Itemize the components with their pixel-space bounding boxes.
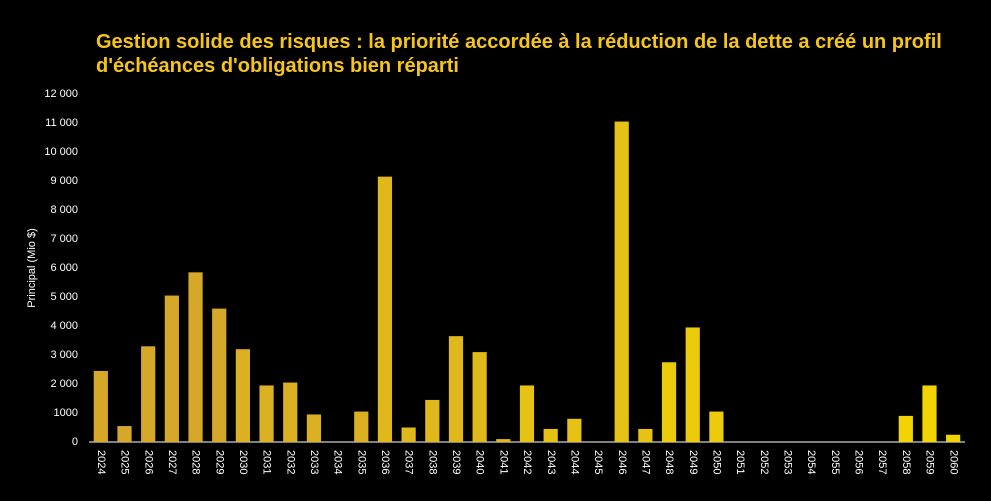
y-tick-label: 6 000 — [50, 262, 78, 274]
x-tick-label: 2027 — [166, 450, 178, 474]
x-tick-label: 2034 — [332, 450, 344, 474]
y-tick-label: 2 000 — [50, 378, 78, 390]
bar — [922, 385, 937, 442]
bar — [354, 411, 369, 442]
x-tick-label: 2042 — [521, 450, 533, 474]
bar — [141, 346, 156, 442]
x-tick-label: 2033 — [308, 450, 320, 474]
y-axis-label: Principal (Mio $) — [26, 228, 38, 307]
x-tick-label: 2052 — [758, 450, 770, 474]
y-tick-label: 10 000 — [44, 146, 78, 158]
x-tick-label: 2055 — [829, 450, 841, 474]
x-tick-label: 2030 — [237, 450, 249, 474]
x-tick-label: 2045 — [592, 450, 604, 474]
x-tick-label: 2049 — [687, 450, 699, 474]
x-tick-label: 2028 — [190, 450, 202, 474]
x-tick-label: 2046 — [616, 450, 628, 474]
bar — [425, 399, 440, 442]
x-tick-label: 2050 — [710, 450, 722, 474]
x-tick-label: 2054 — [805, 450, 817, 474]
bar — [567, 418, 582, 442]
y-tick-label: 8 000 — [50, 204, 78, 216]
bar — [188, 272, 203, 442]
bar — [164, 295, 179, 442]
x-tick-label: 2035 — [355, 450, 367, 474]
y-tick-label: 5 000 — [50, 291, 78, 303]
bar — [401, 427, 416, 442]
x-tick-label: 2041 — [497, 450, 509, 474]
bar — [283, 382, 298, 442]
bar — [709, 411, 724, 442]
y-tick-label: 12 000 — [44, 88, 78, 100]
bar — [377, 176, 393, 442]
chart-title: Gestion solide des risques : la priorité… — [96, 31, 942, 77]
x-tick-label: 2056 — [853, 450, 865, 474]
bar — [519, 385, 535, 442]
y-tick-label: 7 000 — [50, 233, 78, 245]
x-tick-label: 2025 — [119, 450, 131, 474]
x-tick-label: 2048 — [663, 450, 675, 474]
x-tick-label: 2051 — [734, 450, 746, 474]
x-tick-label: 2038 — [426, 450, 438, 474]
bar — [638, 428, 653, 442]
x-tick-label: 2044 — [568, 450, 580, 474]
x-tick-label: 2032 — [284, 450, 296, 474]
x-tick-label: 2036 — [379, 450, 391, 474]
x-tick-label: 2047 — [639, 450, 651, 474]
bar — [898, 415, 913, 442]
bar — [543, 428, 558, 442]
y-tick-label: 0 — [72, 436, 78, 448]
x-tick-label: 2043 — [545, 450, 557, 474]
x-tick-label: 2031 — [261, 450, 273, 474]
y-tick-label: 1000 — [54, 407, 78, 419]
x-tick-label: 2057 — [876, 450, 888, 474]
y-tick-label: 9 000 — [50, 175, 78, 187]
bar — [259, 385, 274, 442]
y-tick-label: 11 000 — [45, 117, 78, 129]
bar — [448, 336, 464, 442]
bar — [212, 308, 227, 442]
bar — [117, 426, 132, 442]
x-tick-label: 2024 — [95, 450, 107, 474]
bar — [685, 327, 700, 442]
bar — [614, 121, 629, 443]
y-tick-label: 3 000 — [50, 349, 78, 361]
bar — [235, 349, 250, 442]
x-tick-label: 2039 — [450, 450, 462, 474]
x-tick-label: 2058 — [900, 450, 912, 474]
bar — [946, 434, 961, 442]
x-tick-label: 2026 — [142, 450, 154, 474]
x-tick-label: 2060 — [947, 450, 959, 474]
bar — [496, 439, 511, 442]
bar — [472, 352, 487, 442]
bar — [93, 370, 108, 442]
x-tick-label: 2059 — [924, 450, 936, 474]
x-tick-label: 2029 — [213, 450, 225, 474]
y-tick-label: 4 000 — [50, 320, 78, 332]
x-tick-label: 2040 — [474, 450, 486, 474]
bar — [661, 362, 677, 442]
bar — [306, 414, 322, 442]
x-tick-label: 2037 — [403, 450, 415, 474]
x-tick-label: 2053 — [782, 450, 794, 474]
